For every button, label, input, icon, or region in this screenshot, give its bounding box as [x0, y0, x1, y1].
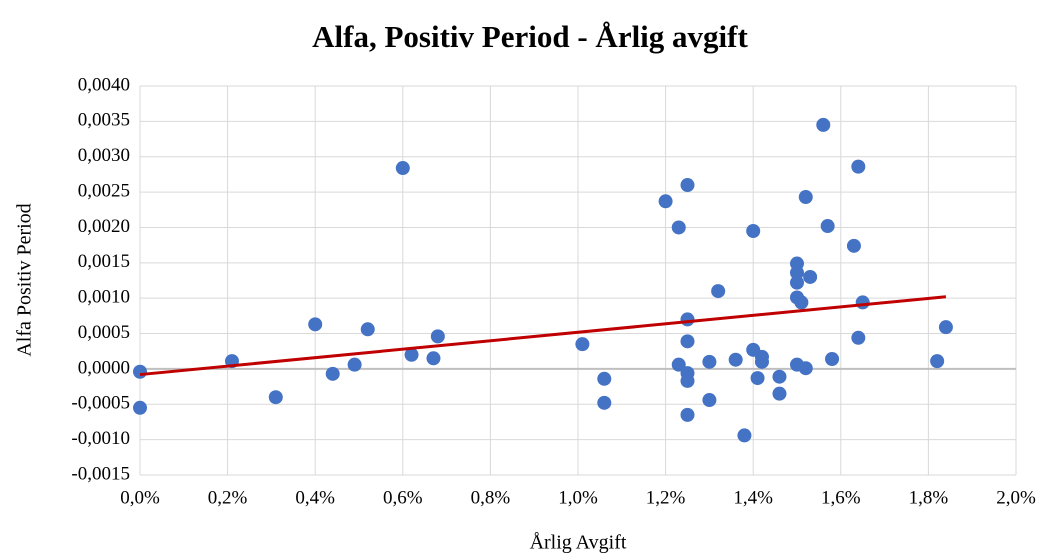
scatter-point: [772, 386, 787, 401]
scatter-point: [395, 161, 410, 176]
scatter-point: [798, 190, 813, 205]
y-axis-title: Alfa Positiv Period: [14, 203, 36, 356]
scatter-point: [680, 373, 695, 388]
scatter-point: [737, 428, 752, 443]
scatter-point: [711, 284, 726, 299]
y-tick-label: -0,0010: [71, 428, 130, 449]
y-tick-label: 0,0030: [78, 145, 130, 166]
scatter-point: [430, 329, 445, 344]
scatter-point: [798, 361, 813, 376]
x-tick-label: 1,4%: [733, 487, 773, 508]
y-tick-label: 0,0000: [78, 357, 130, 378]
scatter-point: [133, 364, 147, 379]
y-tick-label: 0,0005: [78, 322, 130, 343]
trendline: [139, 295, 947, 377]
scatter-point: [597, 371, 612, 386]
scatter-point: [680, 178, 695, 193]
scatter-point: [825, 352, 840, 367]
scatter-point: [794, 295, 809, 310]
x-tick-label: 1,2%: [646, 487, 686, 508]
scatter-point: [790, 265, 804, 280]
scatter-point: [680, 312, 695, 327]
scatter-point: [702, 393, 717, 408]
y-tick-label: 0,0020: [78, 216, 130, 237]
x-tick-label: 0,6%: [383, 487, 423, 508]
scatter-point: [746, 223, 761, 238]
scatter-point: [658, 194, 673, 209]
scatter-point: [308, 317, 323, 332]
x-tick-label: 1,6%: [821, 487, 861, 508]
scatter-point: [855, 295, 870, 310]
scatter-point: [680, 407, 695, 422]
scatter-point: [680, 334, 695, 349]
x-tick-label: 1,0%: [558, 487, 598, 508]
scatter-point: [671, 357, 686, 372]
scatter-point: [930, 354, 945, 369]
scatter-point: [938, 320, 953, 335]
scatter-point: [268, 390, 283, 405]
y-tick-label: 0,0025: [78, 180, 130, 201]
scatter-point: [360, 322, 375, 337]
scatter-point: [772, 369, 787, 384]
scatter-point: [575, 337, 590, 352]
y-tick-label: 0,0015: [78, 251, 130, 272]
chart-title: Alfa, Positiv Period - Årlig avgift: [312, 19, 748, 54]
scatter-point: [790, 275, 804, 290]
x-tick-label: 1,8%: [909, 487, 949, 508]
x-tick-label: 2,0%: [996, 487, 1036, 508]
scatter-point: [803, 269, 818, 284]
x-tick-label: 0,2%: [208, 487, 248, 508]
scatter-point: [851, 159, 866, 174]
x-tick-label: 0,0%: [120, 487, 160, 508]
scatter-point: [702, 354, 717, 369]
scatter-point: [426, 351, 441, 366]
scatter-point: [846, 238, 861, 253]
x-tick-label: 0,4%: [295, 487, 335, 508]
scatter-point: [820, 219, 835, 234]
x-axis-title: Årlig Avgift: [530, 532, 627, 554]
y-tick-label: 0,0035: [78, 110, 130, 131]
scatter-point: [750, 371, 765, 386]
y-tick-label: -0,0005: [71, 393, 130, 414]
scatter-point: [671, 220, 686, 235]
scatter-point: [404, 347, 419, 362]
scatter-point: [325, 366, 340, 381]
x-tick-label: 0,8%: [471, 487, 511, 508]
y-tick-label: 0,0040: [78, 74, 130, 95]
y-tick-label: 0,0010: [78, 287, 130, 308]
scatter-point: [347, 357, 362, 372]
scatter-point: [728, 352, 743, 367]
scatter-point: [851, 330, 866, 345]
scatter-point: [816, 117, 831, 132]
y-tick-label: -0,0015: [71, 463, 130, 484]
scatter-point: [597, 395, 612, 410]
scatter-point: [133, 400, 147, 415]
scatter-point: [754, 354, 769, 369]
